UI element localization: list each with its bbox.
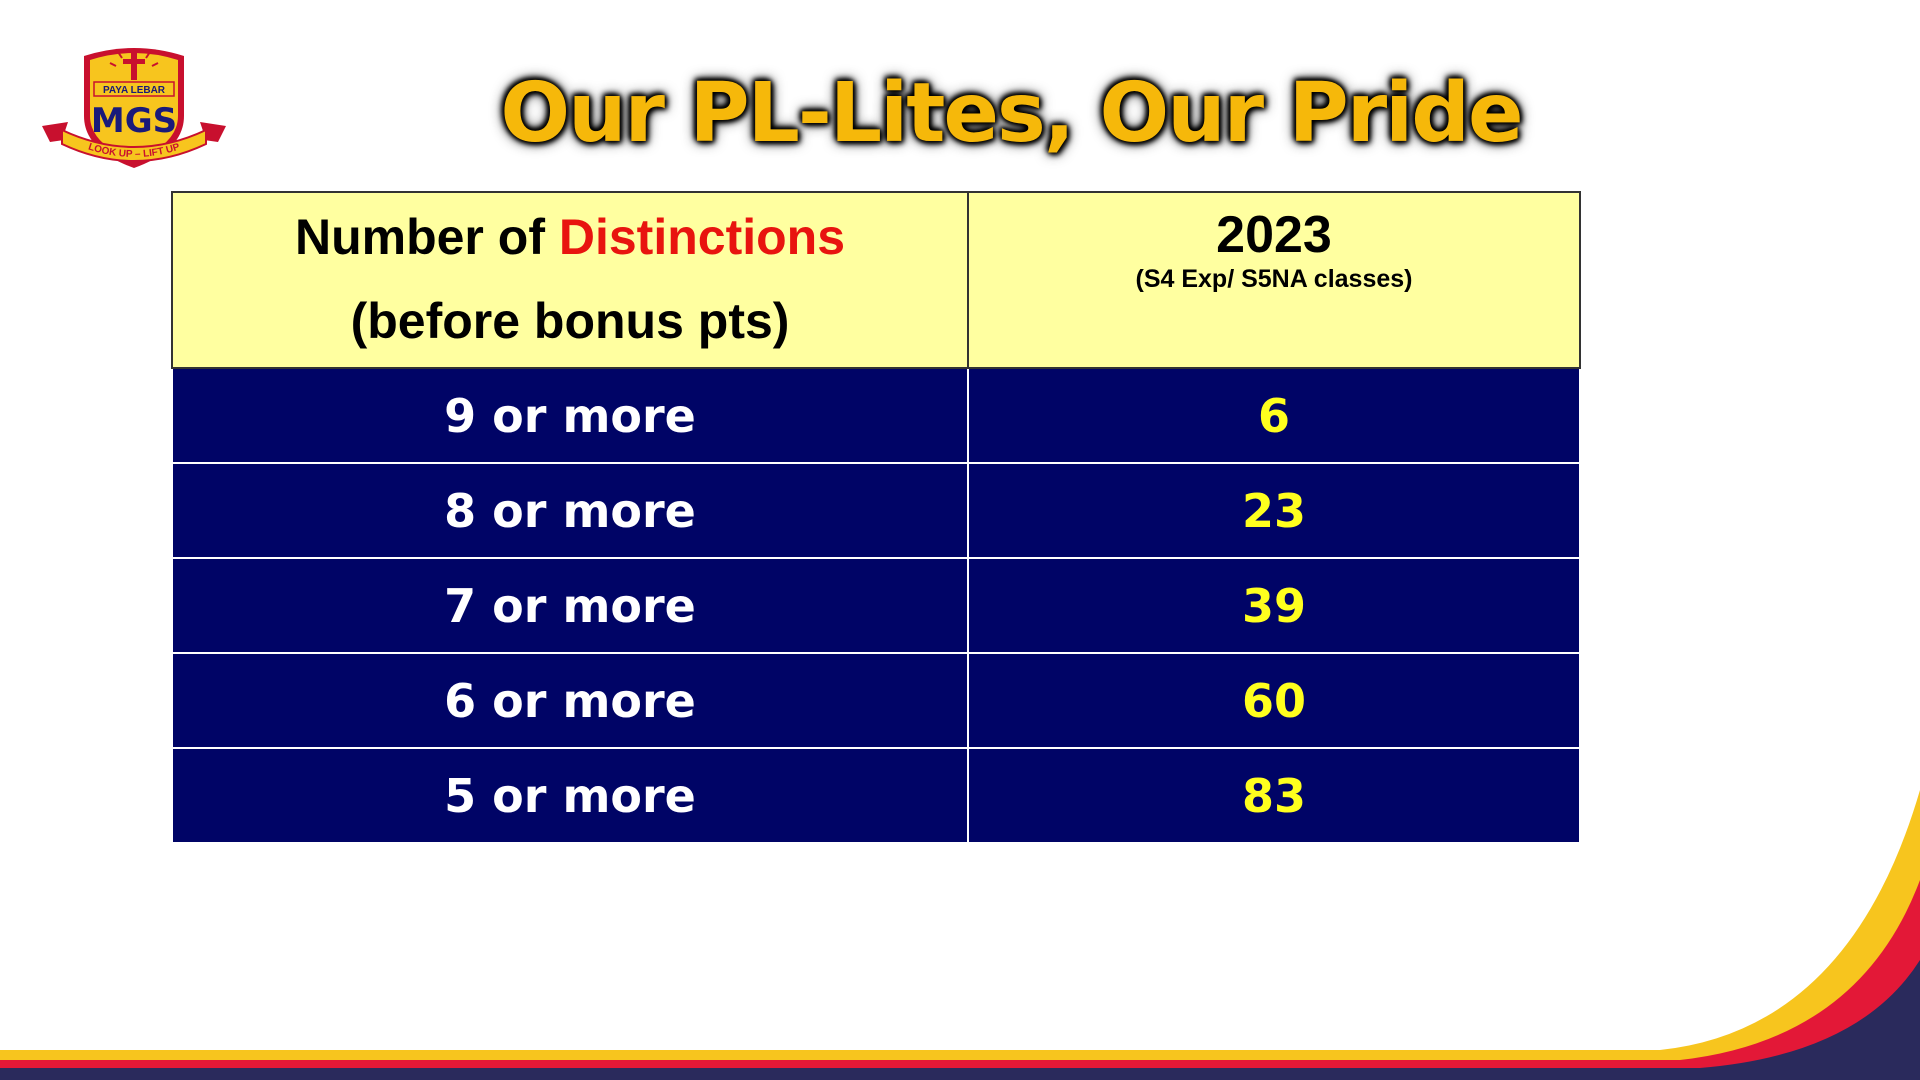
logo-initials: MGS [91, 101, 177, 141]
header-distinctions-highlight: Distinctions [558, 209, 846, 265]
swoosh-red [0, 880, 1920, 1080]
row-value: 60 [967, 652, 1581, 749]
logo-top-text: PAYA LEBAR [103, 85, 166, 96]
row-label: 9 or more [171, 367, 969, 464]
row-label: 6 or more [171, 652, 969, 749]
header-distinctions-line1: Number of Distinctions [173, 197, 967, 277]
distinctions-table: Number of Distinctions (before bonus pts… [171, 191, 1581, 844]
table-row: 8 or more 23 [171, 462, 1581, 559]
row-label: 8 or more [171, 462, 969, 559]
header-year-value: 2023 [1216, 206, 1332, 264]
swoosh-navy [0, 960, 1920, 1080]
table-header-row: Number of Distinctions (before bonus pts… [171, 191, 1581, 369]
row-value: 23 [967, 462, 1581, 559]
header-year: 2023 (S4 Exp/ S5NA classes) [967, 191, 1581, 369]
header-distinctions-line2: (before bonus pts) [350, 293, 790, 349]
row-value: 83 [967, 747, 1581, 844]
table-row: 5 or more 83 [171, 747, 1581, 844]
header-distinctions: Number of Distinctions (before bonus pts… [171, 191, 969, 369]
row-label: 7 or more [171, 557, 969, 654]
table-row: 9 or more 6 [171, 367, 1581, 464]
row-label: 5 or more [171, 747, 969, 844]
header-distinctions-prefix: Number of [294, 209, 559, 265]
table-row: 6 or more 60 [171, 652, 1581, 749]
school-crest-logo: PAYA LEBAR MGS LOOK UP – LIFT UP [42, 48, 226, 168]
row-value: 39 [967, 557, 1581, 654]
slide-title: Our PL-Lites, Our Pride [0, 66, 1810, 161]
slide-title-text: Our PL-Lites, Our Pride [500, 66, 1523, 161]
table-row: 7 or more 39 [171, 557, 1581, 654]
row-value: 6 [967, 367, 1581, 464]
header-year-subtitle: (S4 Exp/ S5NA classes) [1135, 265, 1413, 293]
